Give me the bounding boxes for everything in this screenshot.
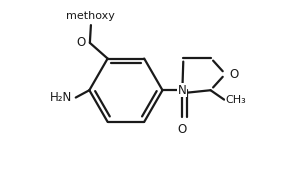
Text: O: O bbox=[178, 123, 187, 136]
Text: H₂N: H₂N bbox=[50, 91, 72, 104]
Text: O: O bbox=[229, 67, 238, 81]
Text: methoxy: methoxy bbox=[66, 11, 115, 21]
Text: O: O bbox=[77, 36, 86, 49]
Text: CH₃: CH₃ bbox=[226, 95, 246, 105]
Text: N: N bbox=[178, 84, 187, 97]
